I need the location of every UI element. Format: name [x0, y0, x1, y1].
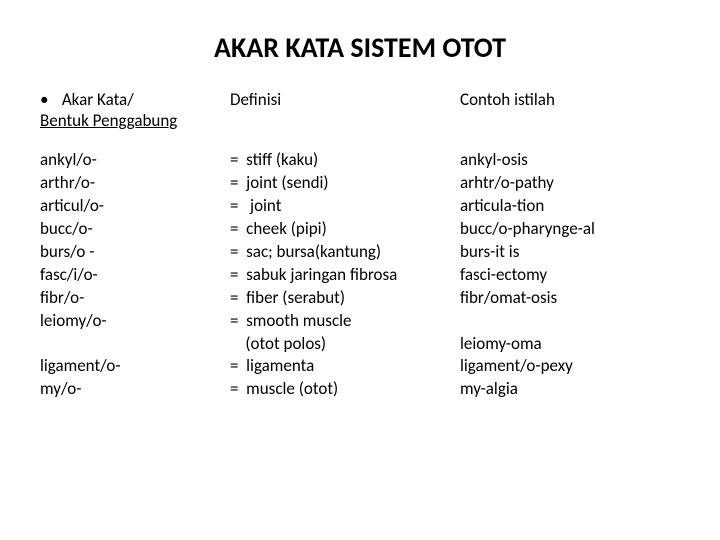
header-col1: • Akar Kata/ Bentuk Penggabung: [40, 89, 230, 131]
root-cell: ankyl/o-: [40, 149, 230, 172]
def-cell: = joint: [230, 195, 460, 218]
column-examples: ankyl-osis arhtr/o-pathy articula-tion b…: [460, 149, 650, 401]
header-col3: Contoh istilah: [460, 89, 650, 131]
header-row: • Akar Kata/ Bentuk Penggabung Definisi …: [40, 89, 680, 131]
def-cell: = sabuk jaringan fibrosa: [230, 264, 460, 287]
root-cell: my/o-: [40, 378, 230, 401]
root-cell: bucc/o-: [40, 218, 230, 241]
def-cell: (otot polos): [230, 333, 460, 356]
def-cell: = muscle (otot): [230, 378, 460, 401]
root-cell: ligament/o-: [40, 355, 230, 378]
content-grid: ankyl/o- arthr/o- articul/o- bucc/o- bur…: [40, 149, 680, 401]
root-cell: fasc/i/o-: [40, 264, 230, 287]
header-col1-line2: Bentuk Penggabung: [40, 110, 230, 131]
slide-title: AKAR KATA SISTEM OTOT: [40, 30, 680, 65]
def-cell: = sac; bursa(kantung): [230, 241, 460, 264]
column-definitions: = stiff (kaku) = joint (sendi) = joint =…: [230, 149, 460, 401]
root-cell: burs/o -: [40, 241, 230, 264]
def-cell: = fiber (serabut): [230, 287, 460, 310]
example-cell: leiomy-oma: [460, 333, 650, 356]
header-col1-line1: Akar Kata/: [62, 89, 134, 110]
bullet-icon: •: [40, 89, 58, 110]
def-cell: = stiff (kaku): [230, 149, 460, 172]
root-cell: leiomy/o-: [40, 310, 230, 333]
header-col2: Definisi: [230, 89, 460, 131]
root-cell: fibr/o-: [40, 287, 230, 310]
example-cell: [460, 310, 650, 333]
example-cell: fasci-ectomy: [460, 264, 650, 287]
def-cell: = joint (sendi): [230, 172, 460, 195]
root-cell: articul/o-: [40, 195, 230, 218]
def-cell: = smooth muscle: [230, 310, 460, 333]
example-cell: bucc/o-pharynge-al: [460, 218, 650, 241]
example-cell: fibr/omat-osis: [460, 287, 650, 310]
example-cell: ligament/o-pexy: [460, 355, 650, 378]
def-cell: = cheek (pipi): [230, 218, 460, 241]
example-cell: my-algia: [460, 378, 650, 401]
example-cell: arhtr/o-pathy: [460, 172, 650, 195]
example-cell: burs-it is: [460, 241, 650, 264]
example-cell: articula-tion: [460, 195, 650, 218]
root-cell: arthr/o-: [40, 172, 230, 195]
example-cell: ankyl-osis: [460, 149, 650, 172]
def-cell: = ligamenta: [230, 355, 460, 378]
column-roots: ankyl/o- arthr/o- articul/o- bucc/o- bur…: [40, 149, 230, 401]
root-cell: [40, 333, 230, 356]
